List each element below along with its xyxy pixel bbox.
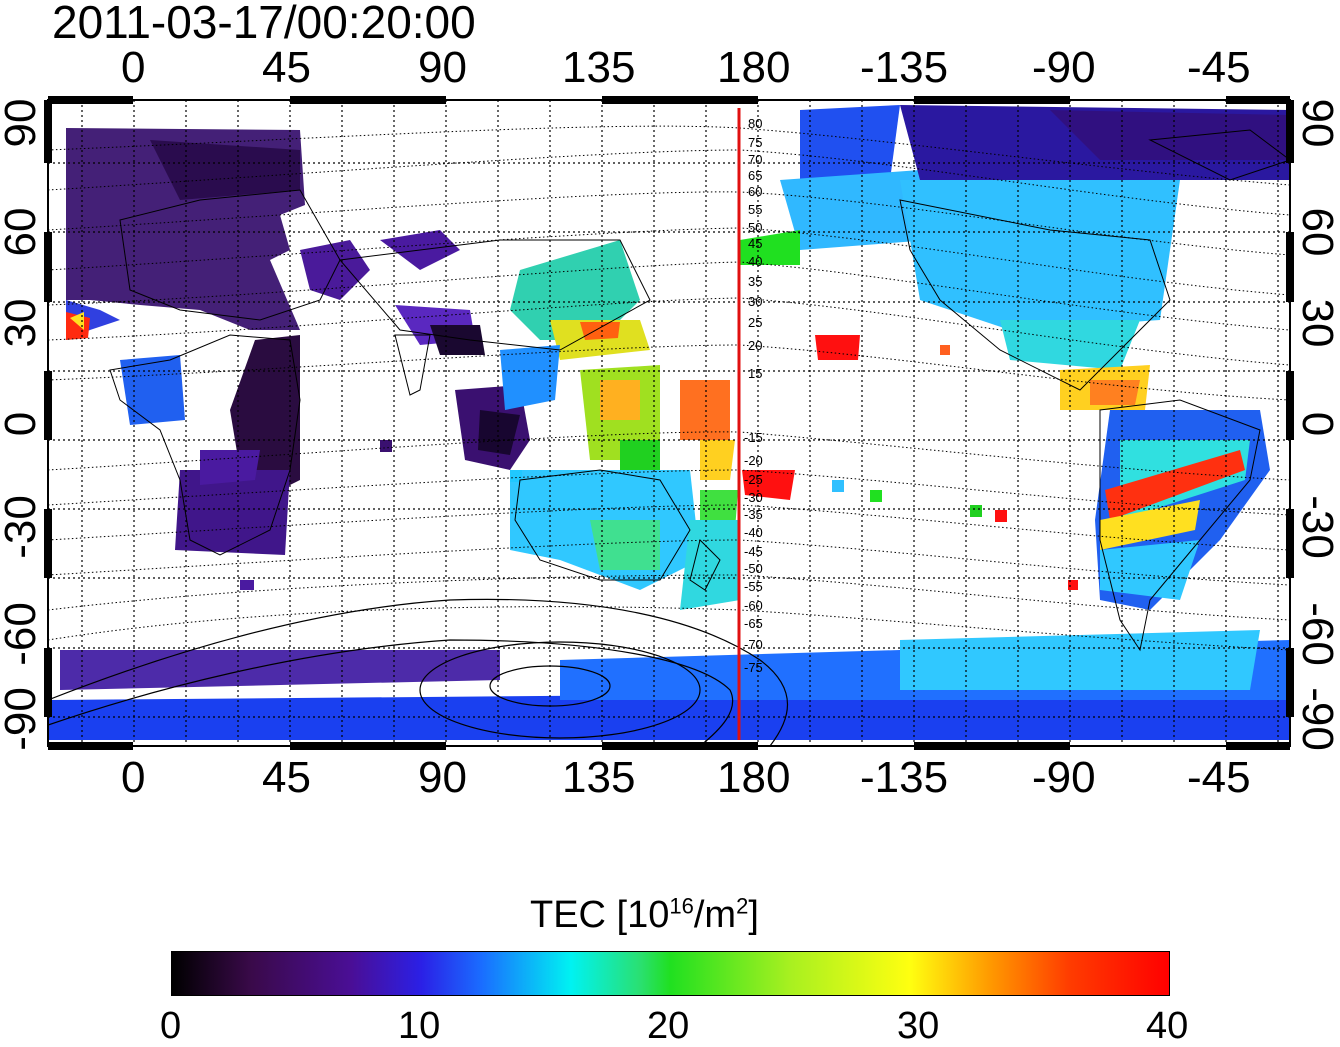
tec-data-layer <box>48 105 1290 740</box>
contour-label: -70 <box>744 637 763 652</box>
bottom-lon-tick: -135 <box>860 753 949 802</box>
contour-label: -15 <box>744 430 763 445</box>
contour-label: 50 <box>748 220 762 235</box>
top-lon-tick: 0 <box>121 43 146 92</box>
page-title: 2011-03-17/00:20:00 <box>52 0 476 48</box>
top-lon-tick: -135 <box>860 43 949 92</box>
tec-map: 80 75 70 65 60 55 50 45 40 35 30 25 20 1… <box>44 96 1294 750</box>
contour-label: 35 <box>748 274 762 289</box>
polar-contours <box>48 598 788 746</box>
contour-label: 45 <box>748 236 762 251</box>
contour-label: -55 <box>744 579 763 594</box>
contour-label: 60 <box>748 184 762 199</box>
contour-label: 30 <box>748 294 762 309</box>
contour-label: -40 <box>744 525 763 540</box>
top-lon-tick: 90 <box>418 43 467 92</box>
contour-label: 40 <box>748 254 762 269</box>
contour-label: -65 <box>744 616 763 631</box>
bottom-lon-tick: 45 <box>262 753 311 802</box>
top-lon-tick: -45 <box>1187 43 1251 92</box>
contour-label: 55 <box>748 202 762 217</box>
colorbar-tick-label: 0 <box>160 1005 182 1047</box>
colorbar-title-suffix: ] <box>748 894 759 936</box>
contour-label: -20 <box>744 453 763 468</box>
magnetic-latitude-contours <box>48 125 1290 651</box>
contour-label: 20 <box>748 338 762 353</box>
colorbar-title-exponent-2: 2 <box>736 893 749 919</box>
colorbar-tick-label: 40 <box>1146 1005 1189 1047</box>
top-lon-tick: 135 <box>562 43 636 92</box>
colorbar-title-prefix: TEC [10 <box>530 894 670 936</box>
contour-label: 80 <box>748 116 762 131</box>
bottom-lon-tick: 180 <box>717 753 791 802</box>
contour-label: -45 <box>744 544 763 559</box>
top-lon-tick: -90 <box>1032 43 1096 92</box>
graticule <box>48 100 1290 746</box>
colorbar-tick-label: 30 <box>897 1005 940 1047</box>
contour-label: -60 <box>744 598 763 613</box>
colorbar-tick-label: 10 <box>398 1005 441 1047</box>
colorbar-tick-label: 20 <box>647 1005 690 1047</box>
contour-label: -30 <box>744 490 763 505</box>
contour-label: 75 <box>748 135 762 150</box>
contour-label: -75 <box>744 660 763 675</box>
contour-label: 15 <box>748 366 762 381</box>
colorbar-title-unit: /m <box>693 894 737 936</box>
colorbar-title: TEC [1016/m2] <box>530 893 759 937</box>
map-frame <box>44 96 1294 750</box>
contour-label: -35 <box>744 507 763 522</box>
colorbar-title-exponent: 16 <box>669 893 694 919</box>
bottom-lon-tick: 135 <box>562 753 636 802</box>
contour-label: -25 <box>744 472 763 487</box>
bottom-lon-tick: 90 <box>418 753 467 802</box>
coastlines <box>109 129 1290 652</box>
contour-label-group: 80 75 70 65 60 55 50 45 40 35 30 25 20 1… <box>744 116 763 675</box>
tec-colorbar <box>171 951 1170 996</box>
top-lon-tick: 180 <box>717 43 791 92</box>
contour-label: 70 <box>748 152 762 167</box>
bottom-lon-tick: -45 <box>1187 753 1251 802</box>
contour-label: 65 <box>748 168 762 183</box>
contour-label: 25 <box>748 315 762 330</box>
bottom-lon-tick: 0 <box>121 753 146 802</box>
top-lon-tick: 45 <box>262 43 311 92</box>
bottom-lon-tick: -90 <box>1032 753 1096 802</box>
contour-label: -50 <box>744 561 763 576</box>
